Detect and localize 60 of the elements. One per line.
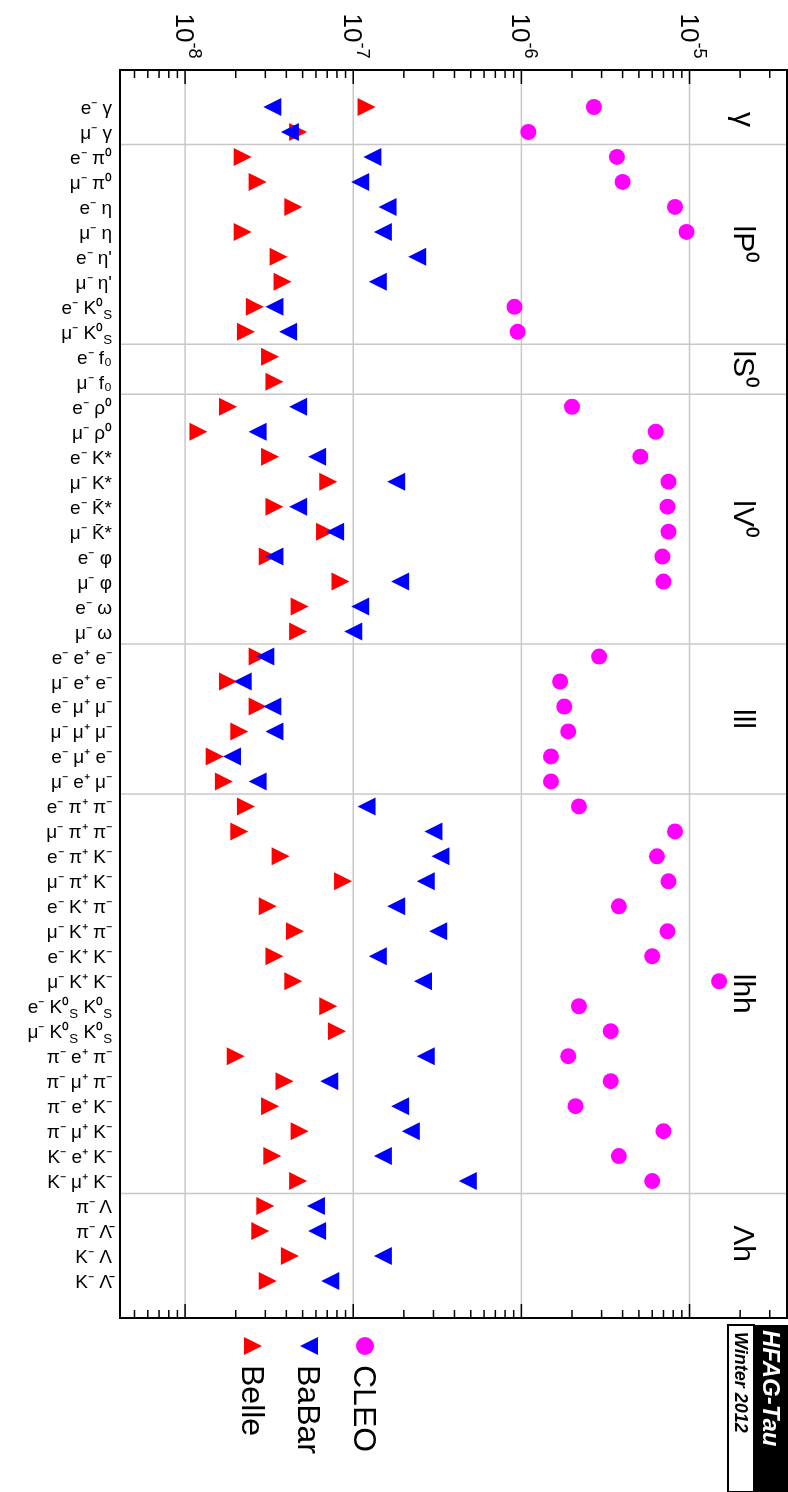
text: Winter 2012 [731,1332,751,1433]
annotation: lll [728,708,762,729]
y-tick-label: μ⁻ K⁰$_{S}$ K⁰$_{S}$ [27,1020,113,1047]
y-tick-label: e⁻ e⁺ e⁻ [51,646,112,668]
y-tick-label: μ⁻ η [79,221,112,243]
y-tick-label: e⁻ f₀ [76,346,112,368]
y-tick-label: μ⁻ μ⁺ μ⁻ [50,720,112,742]
y-tick-label: e⁻ η' [75,246,112,268]
y-tick-label: μ⁻ e⁺ e⁻ [51,671,112,693]
y-tick-label: π⁻ μ⁺ π⁻ [46,1070,112,1092]
legend-label: BaBar [291,1365,327,1455]
annotation: γ [728,111,762,127]
y-tick-label: K⁻ e⁺ K⁻ [47,1145,112,1167]
y-tick-label: K⁻ Λ [75,1245,113,1267]
y-tick-label: e⁻ K⁰$_{S}$ [61,296,113,322]
y-tick-label: μ⁻ π⁺ K⁻ [46,870,112,892]
y-tick-label: e⁻ ρ⁰ [72,396,112,418]
y-tick-label: μ⁻ ω [74,621,113,643]
y-tick-label: K⁻ μ⁺ K⁻ [47,1170,112,1192]
y-tick-label: μ⁻ K* [69,471,113,493]
y-tick-label: e⁻ μ⁺ e⁻ [51,745,112,767]
annotation: Λh [728,1225,762,1262]
y-tick-label: e⁻ K* [70,446,113,468]
y-tick-label: μ⁻ f₀ [76,371,112,393]
y-tick-label: e⁻ γ [80,96,113,118]
y-tick-label: μ⁻ η' [75,271,112,293]
y-tick-label: e⁻ K⁺ π⁻ [47,895,112,917]
y-tick-label: μ⁻ K⁰$_{S}$ [61,321,113,347]
y-tick-label: μ⁻ K̄* [69,521,113,543]
text: HFAG-Tau [757,1330,785,1447]
y-tick-label: μ⁻ ρ⁰ [71,421,112,443]
y-tick-label: e⁻ π⁺ π⁻ [46,795,112,817]
annotation: lV⁰ [728,500,762,538]
y-tick-label: μ⁻ π⁰ [69,171,112,193]
y-tick-label: K⁻ Λ̄ [75,1270,115,1292]
annotation: lP⁰ [728,225,762,264]
y-tick-label: μ⁻ K⁺ π⁻ [46,920,112,942]
y-tick-label: μ⁻ K⁺ K⁻ [47,970,112,992]
y-tick-label: π⁻ e⁺ π⁻ [46,1045,112,1067]
y-tick-label: e⁻ K⁺ K⁻ [47,945,112,967]
y-tick-label: μ⁻ γ [80,121,113,143]
y-tick-label: π⁻ Λ [75,1195,113,1217]
y-tick-label: e⁻ φ [77,546,112,568]
y-tick-label: μ⁻ e⁺ μ⁻ [50,770,112,792]
y-tick-label: e⁻ ω [75,596,113,618]
y-tick-label: π⁻ Λ̄ [75,1220,115,1242]
legend-label: Belle [235,1365,271,1437]
y-tick-label: e⁻ π⁰ [70,146,112,168]
annotation: lS⁰ [728,350,762,389]
y-tick-label: π⁻ e⁺ K⁻ [47,1095,112,1117]
y-tick-label: e⁻ K̄* [70,496,113,518]
y-tick-label: e⁻ η [79,196,112,218]
y-tick-label: μ⁻ π⁺ π⁻ [46,820,112,842]
y-tick-label: e⁻ μ⁺ μ⁻ [50,695,112,717]
legend-label: CLEO [347,1365,383,1453]
y-tick-label: e⁻ K⁰$_{S}$ K⁰$_{S}$ [27,995,113,1022]
y-tick-label: e⁻ π⁺ K⁻ [47,845,112,867]
annotation: lhh [728,973,762,1014]
y-tick-label: μ⁻ φ [77,571,112,593]
y-tick-label: π⁻ μ⁺ K⁻ [46,1120,112,1142]
